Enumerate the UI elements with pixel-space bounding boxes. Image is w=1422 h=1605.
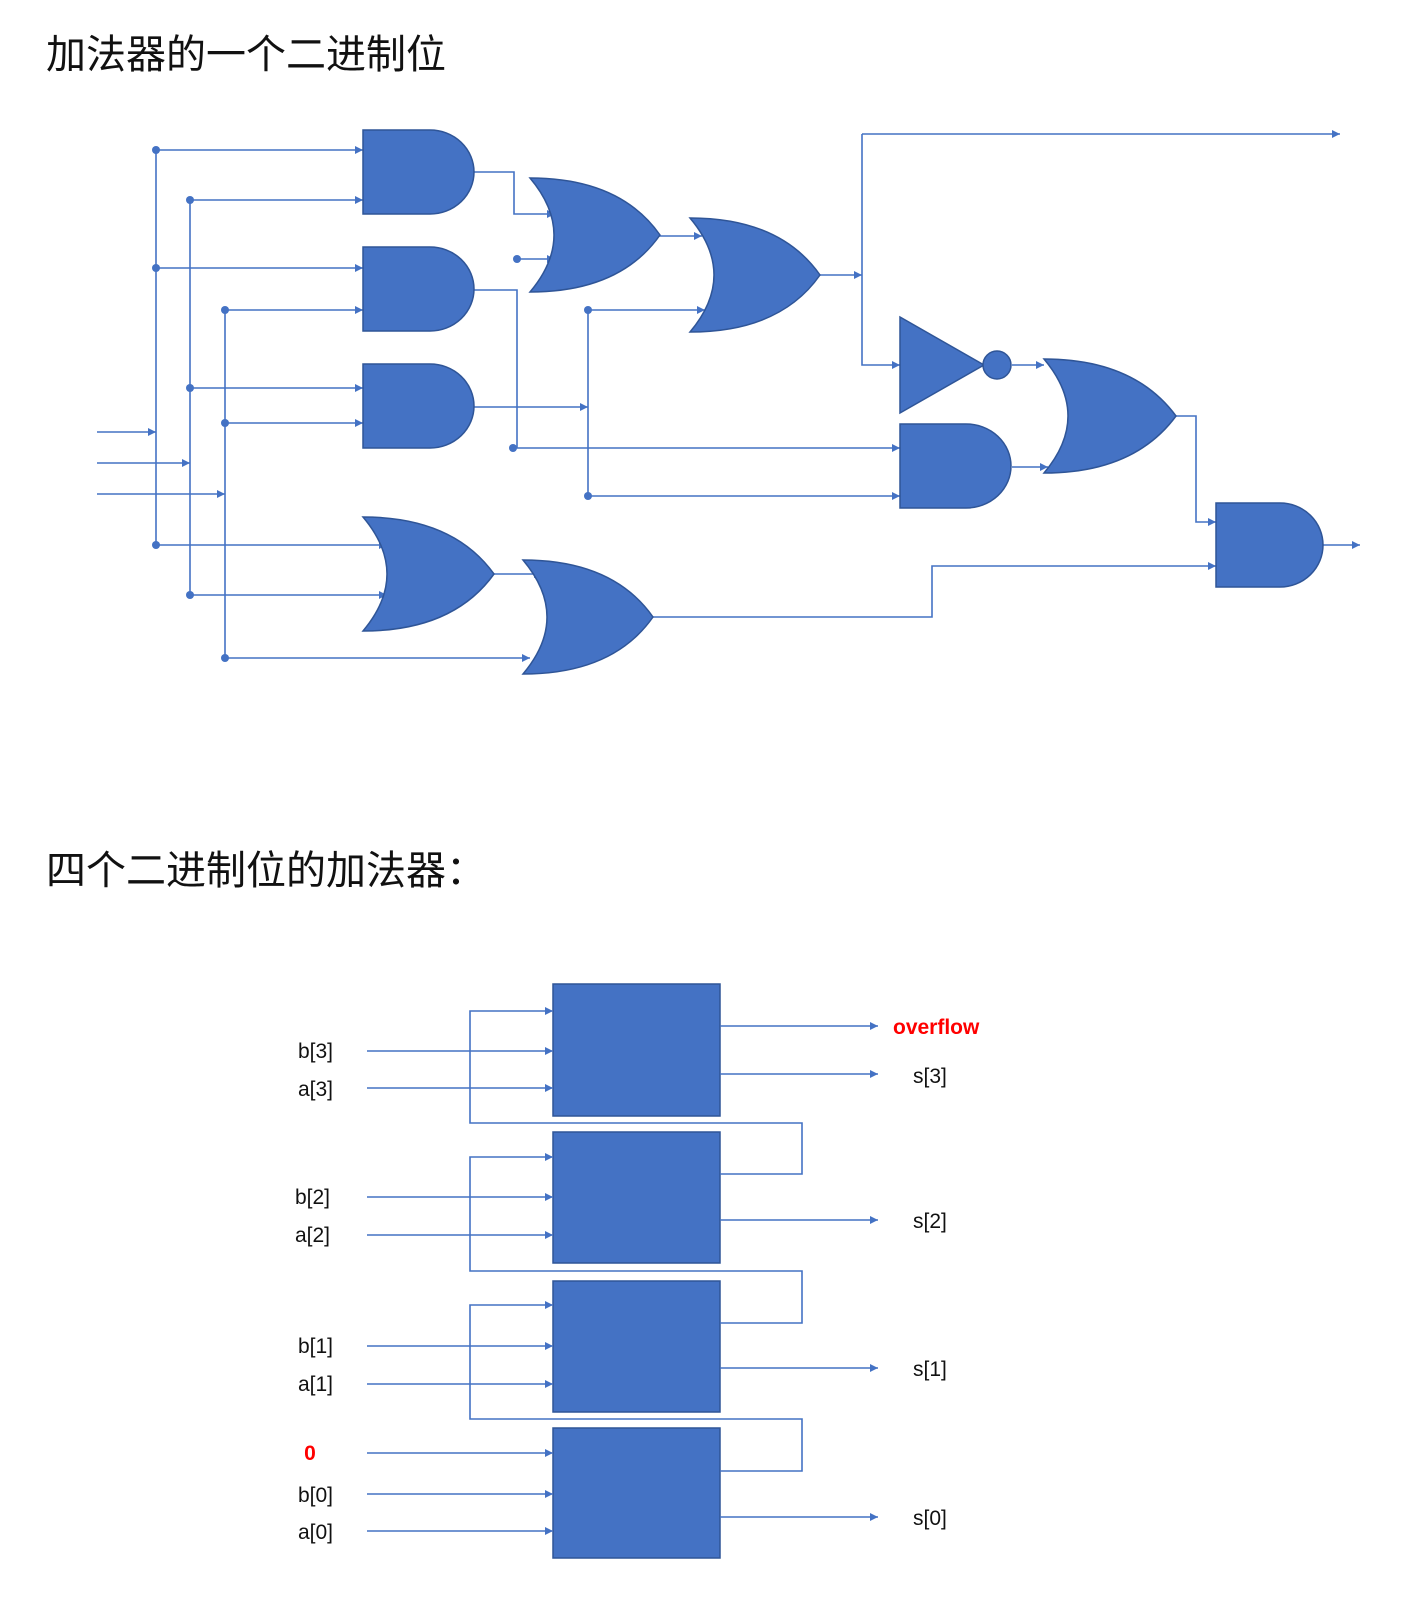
output-label-s1: s[1] (913, 1358, 947, 1381)
carry-wires (469, 1007, 803, 1472)
input-lines (97, 428, 225, 498)
output-label-s2: s[2] (913, 1210, 947, 1233)
input-label-b2: b[2] (295, 1186, 330, 1209)
input-label-b0: b[0] (298, 1484, 333, 1507)
input-label-b1: b[1] (298, 1335, 333, 1358)
not-gate (899, 315, 986, 415)
and-gate (899, 423, 1012, 509)
four-bit-adder-title: 四个二进制位的加法器： (46, 848, 486, 894)
and-gate (362, 246, 475, 332)
four-bit-adder: b[3] a[3] b[2] a[2] b[1] a[1] 0 b[0] a[0… (295, 983, 980, 1559)
adder-block-bit1 (552, 1280, 721, 1413)
adder-block-bit2 (552, 1131, 721, 1264)
input-label-a2: a[2] (295, 1224, 330, 1247)
and-gate (362, 129, 475, 215)
single-bit-adder-circuit (97, 129, 1360, 675)
or-gate (361, 516, 495, 632)
or-gate-inputs (156, 541, 542, 662)
input-label-a1: a[1] (298, 1373, 333, 1396)
or-gate (528, 177, 661, 293)
input-label-a3: a[3] (298, 1078, 333, 1101)
or-gate (1042, 358, 1177, 474)
adder-output-wires (720, 1022, 878, 1521)
adder-block-bit3 (552, 983, 721, 1117)
input-label-b3: b[3] (298, 1040, 333, 1063)
carry-in-label: 0 (304, 1442, 316, 1465)
adder-input-wires (367, 1047, 553, 1535)
output-label-s3: s[3] (913, 1065, 947, 1088)
or-gate (521, 559, 654, 675)
single-bit-adder-title: 加法器的一个二进制位 (46, 32, 446, 78)
and-gate (1215, 502, 1324, 588)
not-bubble (982, 350, 1012, 380)
and-gate-inputs (156, 146, 363, 427)
overflow-label: overflow (893, 1016, 980, 1039)
adder-block-bit0 (552, 1427, 721, 1559)
input-buses (155, 150, 226, 658)
output-label-s0: s[0] (913, 1507, 947, 1530)
input-label-a0: a[0] (298, 1521, 333, 1544)
or-gate (688, 217, 821, 333)
and-gate (362, 363, 475, 449)
